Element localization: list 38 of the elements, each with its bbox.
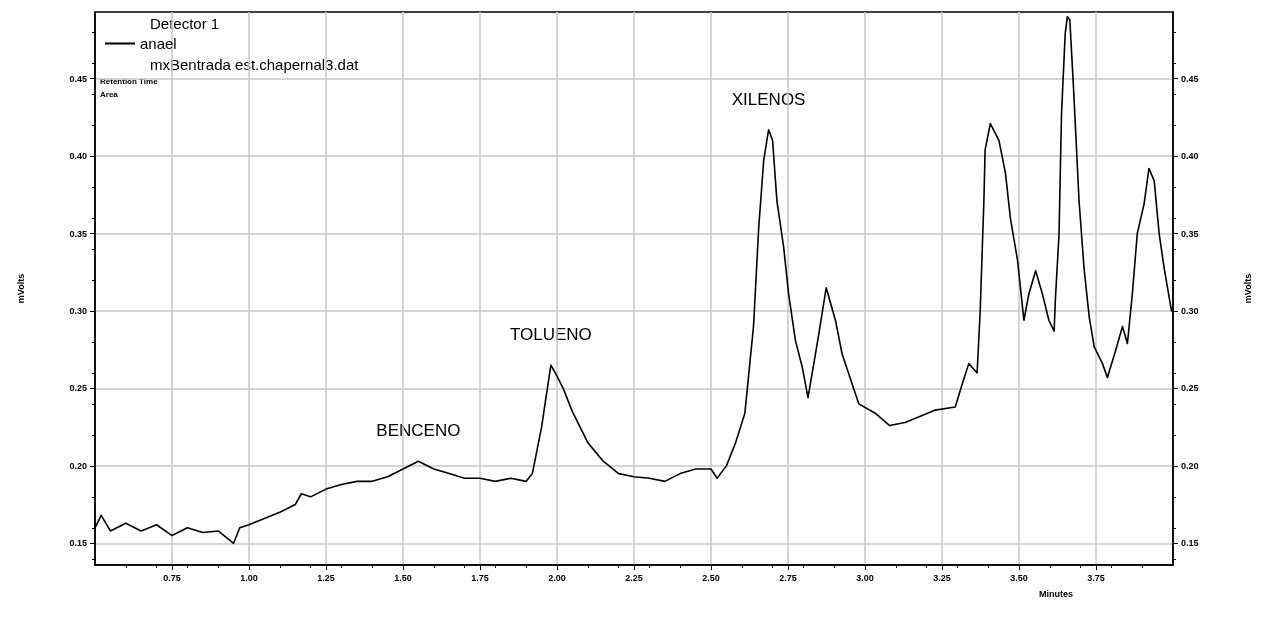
x-tick-label: 2.00 bbox=[548, 572, 566, 583]
x-tick-label: 0.75 bbox=[163, 572, 181, 583]
y2-tick-label: 0.35 bbox=[1181, 228, 1199, 239]
y2-tick-label: 0.25 bbox=[1181, 383, 1199, 394]
x-tick-label: 3.00 bbox=[856, 572, 874, 583]
y2-tick-label: 0.15 bbox=[1181, 538, 1199, 549]
y2-tick-label: 0.40 bbox=[1181, 151, 1199, 162]
y2-tick-label: 0.30 bbox=[1181, 305, 1199, 316]
annotation: BENCENO bbox=[376, 421, 461, 441]
y2-axis-title: mVolts bbox=[1242, 273, 1253, 304]
y-tick-label: 0.30 bbox=[69, 305, 87, 316]
y-tick-label: 0.35 bbox=[69, 228, 87, 239]
x-tick-label: 2.75 bbox=[779, 572, 797, 583]
x-axis-title: Minutes bbox=[1038, 588, 1073, 599]
legend-label: anael bbox=[140, 35, 177, 52]
y-tick-label: 0.45 bbox=[69, 73, 87, 84]
y-axis-title: mVolts bbox=[15, 273, 26, 304]
annotation: mxBentrada est.chapernal3.dat bbox=[150, 56, 360, 73]
annotation: Area bbox=[100, 89, 119, 99]
annotation: TOLUENO bbox=[509, 325, 592, 345]
x-tick-label: 2.50 bbox=[702, 572, 720, 583]
x-tick-label: 1.75 bbox=[471, 572, 489, 583]
y-tick-label: 0.15 bbox=[69, 538, 87, 549]
annotation: Retention Time bbox=[100, 76, 159, 86]
x-tick-label: 3.50 bbox=[1010, 572, 1028, 583]
y2-tick-label: 0.20 bbox=[1181, 460, 1199, 471]
y-tick-label: 0.40 bbox=[69, 151, 87, 162]
x-tick-label: 1.00 bbox=[240, 572, 258, 583]
y-tick-label: 0.20 bbox=[69, 460, 87, 471]
x-tick-label: 3.25 bbox=[933, 572, 951, 583]
y-tick-label: 0.25 bbox=[69, 383, 87, 394]
x-tick-label: 2.25 bbox=[625, 572, 643, 583]
x-tick-label: 3.75 bbox=[1087, 572, 1105, 583]
legend-title: Detector 1 bbox=[150, 15, 220, 32]
x-tick-label: 1.50 bbox=[394, 572, 412, 583]
y2-tick-label: 0.45 bbox=[1181, 73, 1199, 84]
annotation: XILENOS bbox=[731, 89, 806, 109]
x-tick-label: 1.25 bbox=[317, 572, 335, 583]
